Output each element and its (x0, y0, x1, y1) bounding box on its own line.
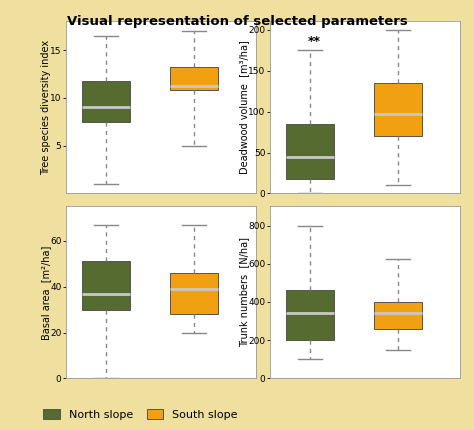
PathPatch shape (170, 68, 219, 90)
Text: Visual representation of selected parameters: Visual representation of selected parame… (67, 15, 407, 28)
PathPatch shape (286, 124, 334, 179)
Text: **: ** (308, 35, 321, 48)
PathPatch shape (170, 273, 219, 314)
PathPatch shape (82, 81, 130, 122)
Legend: North slope, South slope: North slope, South slope (44, 409, 237, 420)
PathPatch shape (374, 302, 422, 329)
PathPatch shape (286, 291, 334, 340)
Y-axis label: Tree species diversity index: Tree species diversity index (41, 40, 51, 175)
Y-axis label: Deadwood volume  [m³/ha]: Deadwood volume [m³/ha] (239, 40, 249, 175)
Y-axis label: Basal area  [m²/ha]: Basal area [m²/ha] (41, 245, 51, 340)
Y-axis label: Trunk numbers  [N/ha]: Trunk numbers [N/ha] (239, 237, 249, 347)
PathPatch shape (82, 261, 130, 310)
PathPatch shape (374, 83, 422, 136)
